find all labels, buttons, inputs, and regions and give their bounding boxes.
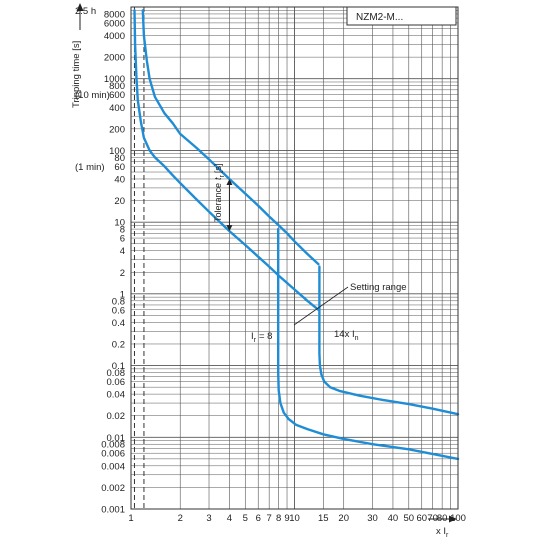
tolerance-arrow-head-down [226, 225, 233, 232]
tolerance-label-unit: [s] [213, 164, 223, 174]
in-label-sub: n [355, 335, 359, 342]
in-label: 14x In [334, 329, 359, 342]
y-side-label: (10 min) [75, 90, 110, 101]
x-tick-label: 100 [450, 513, 466, 524]
y-tick-label: 6 [120, 234, 125, 245]
tripping-curve [277, 227, 460, 461]
y-tick-label: 40 [114, 174, 125, 185]
x-tick-label: 2 [178, 513, 183, 524]
curves [133, 9, 460, 461]
ir-label-value: = 8 [259, 331, 272, 342]
x-axis-arrow-head [449, 515, 457, 523]
y-tick-label: 800 [109, 81, 125, 92]
tripping-curve [141, 9, 320, 266]
y-tick-label: 0.006 [101, 449, 125, 460]
y-tick-label: 0.06 [107, 377, 126, 388]
ir-label-main: I [251, 331, 254, 342]
x-tick-label: 10 [289, 513, 300, 524]
x-tick-label: 40 [388, 513, 399, 524]
tripping-curve [318, 265, 460, 416]
y-tick-label: 60 [114, 162, 125, 173]
x-tick-label: 50 [403, 513, 414, 524]
y-tick-label: 0.004 [101, 461, 125, 472]
y-tick-label: 2000 [104, 53, 125, 64]
y-tick-label: 0.02 [107, 411, 126, 422]
x-axis-label-main: x I [436, 526, 446, 537]
x-tick-label: 15 [318, 513, 329, 524]
y-tick-label: 0.6 [112, 305, 125, 316]
y-tick-label: 0.001 [101, 505, 125, 516]
ir-label-sub: r [254, 337, 257, 344]
title-box [346, 6, 457, 26]
y-side-label: (1 min) [75, 162, 105, 173]
y-tick-label: 8000 [104, 9, 125, 20]
tolerance-arrow-head-up [226, 178, 233, 185]
y-tick-label: 0.01 [107, 433, 126, 444]
plot-frame [130, 6, 459, 510]
setting-range-pointer [293, 286, 349, 326]
y-tick-label: 0.4 [112, 318, 125, 329]
y-tick-label: 0.08 [107, 368, 126, 379]
y-side-labels: 2.5 h (10 min) (1 min) [75, 6, 110, 173]
chart-title: NZM2-M... [356, 12, 403, 23]
y-axis-arrow-head [76, 3, 84, 11]
in-label-main: 14x I [334, 329, 355, 340]
x-axis-label: x Ir [436, 526, 449, 539]
x-tick-label: 60 [416, 513, 427, 524]
tolerance-label-symbol: t [213, 177, 223, 180]
y-tick-label: 0.1 [112, 361, 125, 372]
y-tick-label: 200 [109, 124, 125, 135]
y-tick-label: 1 [120, 289, 125, 300]
y-tick-label: 4000 [104, 31, 125, 42]
tripping-curve [133, 9, 320, 311]
y-tick-label: 20 [114, 196, 125, 207]
x-tick-label: 20 [338, 513, 349, 524]
y-tick-label: 4 [120, 246, 125, 257]
y-tick-label: 0.2 [112, 339, 125, 350]
y-tick-label: 1000 [104, 74, 125, 85]
y-tick-label: 2 [120, 268, 125, 279]
y-tick-label: 10 [114, 218, 125, 229]
x-tick-label: 3 [206, 513, 211, 524]
y-tick-label: 0.04 [107, 390, 126, 401]
x-axis-label-sub: r [446, 532, 449, 539]
y-tick-label: 400 [109, 103, 125, 114]
y-tick-label: 8 [120, 225, 125, 236]
x-tick-label: 6 [256, 513, 261, 524]
tolerance-label: Tolerance tr[s] [213, 164, 226, 222]
x-tick-label: 7 [267, 513, 272, 524]
x-tick-label: 5 [243, 513, 248, 524]
x-tick-label: 8 [276, 513, 281, 524]
annotation-lines [226, 178, 349, 326]
y-tick-label: 0.8 [112, 296, 125, 307]
x-tick-label: 9 [284, 513, 289, 524]
y-tick-label: 80 [114, 153, 125, 164]
grid [130, 7, 458, 510]
y-tick-label: 0.008 [101, 440, 125, 451]
x-tick-label: 30 [367, 513, 378, 524]
x-tick-label: 1 [128, 513, 133, 524]
y-tick-label: 0.002 [101, 483, 125, 494]
y-tick-label: 6000 [104, 18, 125, 29]
setting-range-label: Setting range [350, 282, 407, 293]
dashed-reference-lines [133, 7, 145, 509]
y-tick-label: 600 [109, 90, 125, 101]
y-axis-label: Tripping time [s] [71, 41, 82, 108]
ir-label: Ir = 8 [251, 331, 272, 344]
x-tick-label: 4 [227, 513, 232, 524]
y-tick-label: 100 [109, 146, 125, 157]
tolerance-label-sub: r [219, 174, 226, 177]
y-side-label: 2.5 h [75, 6, 96, 17]
tolerance-label-text: Tolerance [213, 183, 223, 222]
